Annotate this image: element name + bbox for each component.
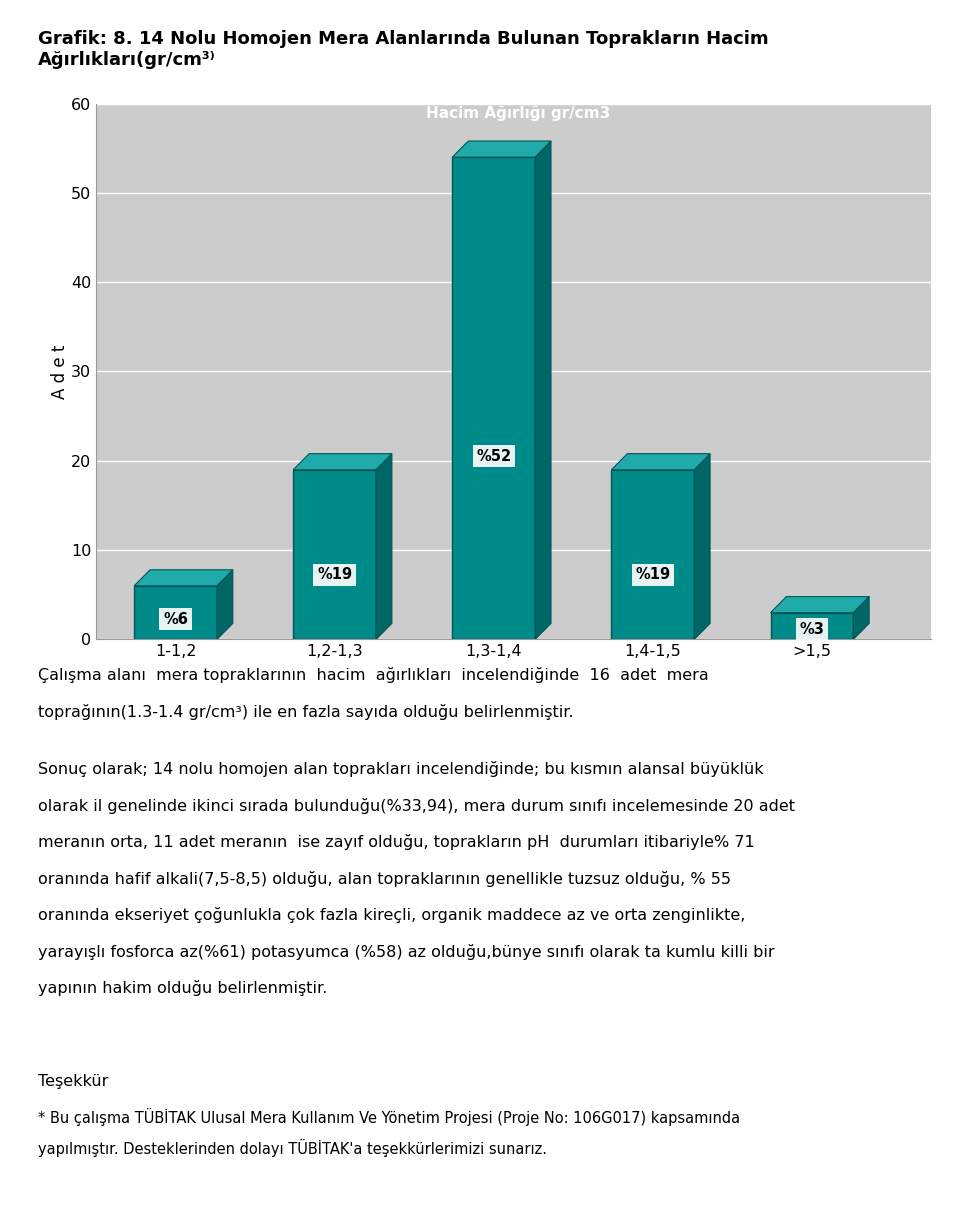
- Polygon shape: [694, 453, 710, 639]
- Polygon shape: [535, 141, 551, 639]
- Text: Ağırlıkları(gr/cm³⁾: Ağırlıkları(gr/cm³⁾: [38, 51, 216, 69]
- Polygon shape: [134, 586, 217, 639]
- Polygon shape: [134, 570, 233, 586]
- Text: meranın orta, 11 adet meranın  ise zayıf olduğu, toprakların pH  durumları itiba: meranın orta, 11 adet meranın ise zayıf …: [38, 834, 756, 850]
- Text: yarayışlı fosforca az(%61) potasyumca (%58) az olduğu,bünye sınıfı olarak ta kum: yarayışlı fosforca az(%61) potasyumca (%…: [38, 944, 775, 960]
- Polygon shape: [853, 597, 869, 639]
- Text: toprağının(1.3-1.4 gr/cm³) ile en fazla sayıda olduğu belirlenmiştir.: toprağının(1.3-1.4 gr/cm³) ile en fazla …: [38, 704, 574, 720]
- Text: Hacim Ağırlığı gr/cm3: Hacim Ağırlığı gr/cm3: [426, 106, 611, 121]
- Text: Grafik: 8. 14 Nolu Homojen Mera Alanlarında Bulunan Toprakların Hacim: Grafik: 8. 14 Nolu Homojen Mera Alanları…: [38, 30, 769, 49]
- Text: yapının hakim olduğu belirlenmiştir.: yapının hakim olduğu belirlenmiştir.: [38, 980, 327, 996]
- Text: %19: %19: [636, 568, 670, 582]
- Text: %3: %3: [800, 621, 825, 637]
- Text: %19: %19: [317, 568, 352, 582]
- Y-axis label: A d e t: A d e t: [51, 345, 69, 398]
- Polygon shape: [612, 470, 694, 639]
- Polygon shape: [452, 157, 535, 639]
- Polygon shape: [771, 613, 853, 639]
- Text: Çalışma alanı  mera topraklarının  hacim  ağırlıkları  incelendiğinde  16  adet : Çalışma alanı mera topraklarının hacim a…: [38, 667, 709, 683]
- Polygon shape: [612, 453, 710, 470]
- Text: Teşekkür: Teşekkür: [38, 1074, 108, 1089]
- Polygon shape: [771, 597, 869, 613]
- Text: %52: %52: [476, 448, 512, 464]
- Polygon shape: [376, 453, 392, 639]
- Text: yapılmıştır. Desteklerinden dolayı TÜBİTAK'a teşekkürlerimizi sunarız.: yapılmıştır. Desteklerinden dolayı TÜBİT…: [38, 1139, 547, 1157]
- Text: %6: %6: [163, 611, 188, 626]
- Text: * Bu çalışma TÜBİTAK Ulusal Mera Kullanım Ve Yönetim Projesi (Proje No: 106G017): * Bu çalışma TÜBİTAK Ulusal Mera Kullanı…: [38, 1108, 740, 1127]
- Polygon shape: [293, 470, 376, 639]
- Text: Sonuç olarak; 14 nolu homojen alan toprakları incelendiğinde; bu kısmın alansal : Sonuç olarak; 14 nolu homojen alan topra…: [38, 761, 764, 777]
- Polygon shape: [293, 453, 392, 470]
- Text: olarak il genelinde ikinci sırada bulunduğu(%33,94), mera durum sınıfı incelemes: olarak il genelinde ikinci sırada bulund…: [38, 798, 796, 814]
- Polygon shape: [217, 570, 233, 639]
- Text: oranında hafif alkali(7,5-8,5) olduğu, alan topraklarının genellikle tuzsuz oldu: oranında hafif alkali(7,5-8,5) olduğu, a…: [38, 871, 732, 887]
- Polygon shape: [452, 141, 551, 157]
- Text: oranında ekseriyet çoğunlukla çok fazla kireçli, organik maddece az ve orta zeng: oranında ekseriyet çoğunlukla çok fazla …: [38, 907, 746, 923]
